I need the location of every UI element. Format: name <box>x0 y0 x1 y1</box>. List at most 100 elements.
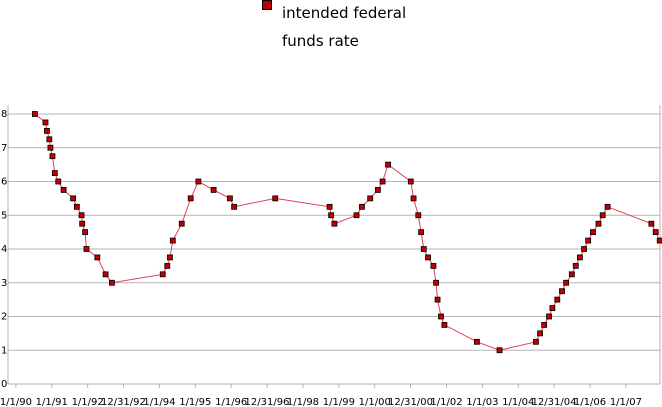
data-point <box>385 161 391 168</box>
data-point <box>433 279 439 286</box>
data-point <box>648 220 655 227</box>
data-point <box>195 178 202 185</box>
data-point <box>169 237 176 244</box>
data-point <box>367 195 374 202</box>
data-point <box>473 338 480 345</box>
data-point <box>572 262 579 269</box>
data-point <box>420 246 427 252</box>
data-point <box>410 195 417 202</box>
data-point <box>585 237 592 244</box>
data-point <box>496 347 503 354</box>
data-point <box>353 212 360 219</box>
series-line <box>34 113 661 351</box>
data-point <box>546 313 552 320</box>
x-tick-label: 1/1/94 <box>143 397 175 407</box>
data-point <box>326 203 333 210</box>
data-point <box>210 187 217 193</box>
x-tick-label: 1/1/06 <box>574 397 606 407</box>
data-point <box>590 229 596 236</box>
y-tick-label: 7 <box>1 143 7 154</box>
data-point <box>42 119 49 126</box>
data-point <box>434 296 441 303</box>
data-point <box>374 187 381 193</box>
x-tick-label: 1/1/04 <box>502 397 534 407</box>
data-point <box>44 127 50 134</box>
data-point <box>563 279 570 286</box>
data-point <box>102 271 109 278</box>
data-point <box>559 288 565 295</box>
x-tick-label: 1/1/03 <box>466 397 498 407</box>
data-point <box>533 338 539 345</box>
data-point <box>359 203 365 210</box>
data-point <box>415 212 422 219</box>
x-tick-label: 1/1/96 <box>215 397 247 407</box>
data-point <box>604 203 611 210</box>
x-tick-label: 12/31/00 <box>388 397 433 407</box>
y-tick-label: 3 <box>1 278 7 289</box>
data-point <box>599 212 606 219</box>
data-point <box>577 254 583 261</box>
data-point <box>187 195 194 202</box>
data-point <box>109 279 115 286</box>
x-tick-label: 12/31/92 <box>101 397 146 407</box>
data-point <box>554 296 561 303</box>
y-tick-label: 0 <box>1 379 7 390</box>
data-point <box>430 262 437 269</box>
data-point <box>167 254 173 261</box>
data-point <box>79 220 86 227</box>
data-point <box>83 246 90 252</box>
data-point <box>46 136 53 143</box>
x-tick-label: 12/31/04 <box>532 397 577 407</box>
data-point <box>272 195 279 202</box>
y-tick-label: 4 <box>1 244 7 255</box>
y-tick-label: 2 <box>1 312 7 323</box>
data-point <box>227 195 233 202</box>
data-point <box>82 229 89 236</box>
data-point <box>94 254 101 261</box>
data-point <box>70 195 77 202</box>
data-point <box>656 237 662 244</box>
data-point <box>581 246 587 252</box>
data-point <box>55 178 62 185</box>
data-point <box>568 271 575 278</box>
data-point <box>537 330 543 337</box>
data-point <box>231 203 238 210</box>
data-point <box>549 305 556 311</box>
legend-swatch <box>262 0 272 10</box>
data-point <box>652 229 659 236</box>
x-tick-label: 1/1/90 <box>0 397 32 407</box>
data-point <box>331 220 338 227</box>
data-point <box>51 170 58 176</box>
data-point <box>73 203 80 210</box>
data-point <box>49 153 56 160</box>
data-point <box>595 220 602 227</box>
x-tick-label: 1/1/00 <box>359 397 391 407</box>
y-tick-label: 5 <box>1 210 7 221</box>
x-tick-label: 1/1/92 <box>72 397 104 407</box>
x-tick-label: 1/1/95 <box>179 397 211 407</box>
y-tick-label: 1 <box>1 345 7 356</box>
x-tick-label: 1/1/02 <box>430 397 462 407</box>
data-point <box>60 187 67 193</box>
data-point <box>541 322 548 328</box>
y-tick-label: 8 <box>1 109 7 120</box>
legend-label: intended federal funds rate <box>282 4 407 50</box>
y-tick-label: 6 <box>1 177 7 188</box>
data-point <box>32 111 38 117</box>
data-point <box>438 313 444 320</box>
data-point <box>379 178 386 185</box>
x-tick-label: 1/1/99 <box>323 397 355 407</box>
data-point <box>425 254 431 261</box>
data-point <box>328 212 335 219</box>
data-point <box>441 322 448 328</box>
x-tick-label: 12/31/96 <box>245 397 290 407</box>
data-point <box>407 178 414 185</box>
data-point <box>159 271 166 278</box>
x-tick-label: 1/1/91 <box>36 397 68 407</box>
x-tick-label: 1/1/07 <box>610 397 642 407</box>
data-point <box>78 212 85 219</box>
data-point <box>178 220 185 227</box>
data-point <box>47 144 54 151</box>
